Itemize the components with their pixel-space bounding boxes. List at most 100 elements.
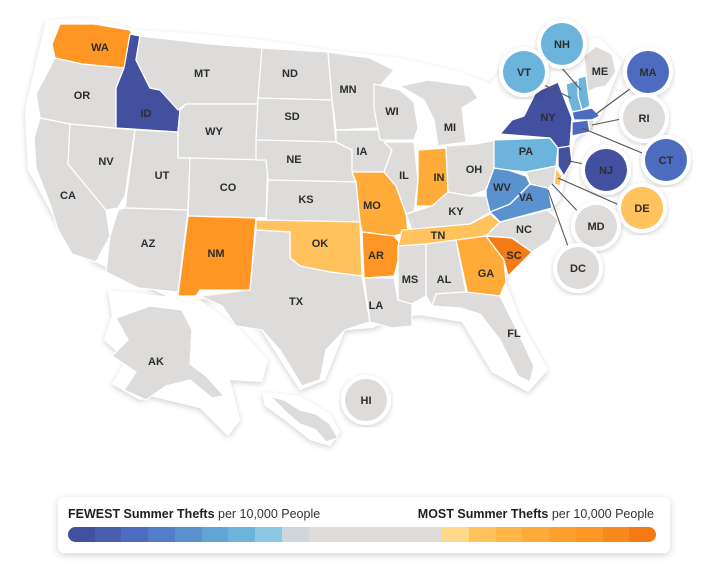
legend-swatch	[549, 527, 576, 542]
legend-swatch	[148, 527, 175, 542]
callout-dot-NJ	[585, 149, 627, 191]
state-NY[interactable]	[499, 81, 573, 149]
state-MS[interactable]	[397, 243, 427, 305]
state-WI[interactable]	[373, 83, 419, 141]
callout-label-CT: CT	[659, 155, 674, 167]
callout-NJ[interactable]: NJ	[581, 145, 631, 195]
state-label-IL: IL	[399, 170, 409, 182]
legend-swatch	[469, 527, 496, 542]
state-label-WV: WV	[493, 182, 511, 194]
legend-most-bold: MOST Summer Thefts	[417, 507, 549, 521]
legend-swatch	[281, 527, 309, 542]
state-label-MO: MO	[363, 200, 381, 212]
state-label-AK: AK	[148, 356, 164, 368]
state-label-ND: ND	[282, 68, 298, 80]
state-label-GA: GA	[478, 268, 495, 280]
legend-swatch	[442, 527, 470, 542]
state-label-SC: SC	[506, 250, 521, 262]
callout-DE[interactable]: DE	[617, 183, 667, 233]
legend-fewest-bold: FEWEST Summer Thefts	[68, 507, 215, 521]
state-FL[interactable]	[431, 291, 535, 383]
state-label-AZ: AZ	[141, 238, 156, 250]
state-label-MI: MI	[444, 122, 456, 134]
state-labels: WA OR CA ID NV MT WY UT AZ CO NM ND SD NE KS OK TX MN IA MO…	[60, 42, 608, 368]
state-NJ[interactable]	[557, 145, 573, 177]
callout-VT[interactable]: VT	[499, 47, 549, 97]
state-label-NY: NY	[540, 112, 556, 124]
state-MT[interactable]	[135, 35, 263, 111]
state-label-NV: NV	[98, 156, 114, 168]
callout-RI[interactable]: RI	[619, 93, 669, 143]
state-MD[interactable]	[525, 165, 557, 189]
state-label-FL: FL	[507, 328, 521, 340]
state-label-SD: SD	[284, 111, 299, 123]
callout-HI[interactable]: HI	[341, 375, 391, 425]
callout-label-MA: MA	[639, 67, 656, 79]
callout-dot-NH	[541, 23, 583, 65]
states-layer	[33, 23, 617, 443]
state-label-OH: OH	[466, 164, 483, 176]
state-label-TX: TX	[289, 296, 304, 308]
state-label-PA: PA	[519, 146, 534, 158]
state-label-TN: TN	[431, 230, 446, 242]
legend-swatch	[94, 527, 122, 542]
callout-dot-VT	[503, 51, 545, 93]
legend-swatch	[121, 527, 149, 542]
legend-swatch	[495, 527, 523, 542]
callout-MD[interactable]: MD	[571, 201, 621, 251]
legend-fewest-caption: FEWEST Summer Thefts per 10,000 People	[68, 507, 320, 521]
legend-swatch	[522, 527, 550, 542]
state-label-ID: ID	[141, 108, 152, 120]
state-HI[interactable]	[269, 395, 339, 443]
callout-dot-MA	[627, 51, 669, 93]
callout-MA[interactable]: MA	[623, 47, 673, 97]
state-label-LA: LA	[369, 300, 384, 312]
state-RI[interactable]	[587, 119, 595, 133]
callout-DC[interactable]: DC	[553, 243, 603, 293]
callout-label-MD: MD	[587, 221, 604, 233]
legend-most-rest: per 10,000 People	[548, 507, 654, 521]
callout-dot-HI	[345, 379, 387, 421]
state-label-KS: KS	[298, 194, 313, 206]
state-ME[interactable]	[583, 45, 617, 93]
legend-fewest-rest: per 10,000 People	[214, 507, 321, 521]
callout-label-HI: HI	[361, 395, 372, 407]
legend-swatch	[335, 527, 363, 542]
legend-swatch	[308, 527, 336, 542]
state-label-CO: CO	[220, 182, 237, 194]
callout-dot-DE	[621, 187, 663, 229]
state-MA[interactable]	[571, 107, 601, 121]
callout-CT[interactable]: CT	[641, 135, 691, 185]
state-label-AL: AL	[437, 274, 452, 286]
callout-dot-MD	[575, 205, 617, 247]
callout-label-RI: RI	[639, 113, 650, 125]
legend-swatch	[228, 527, 256, 542]
state-label-NM: NM	[207, 248, 224, 260]
state-label-WA: WA	[91, 42, 109, 54]
state-TX[interactable]	[199, 229, 371, 387]
callout-label-VT: VT	[517, 67, 531, 79]
callout-circles: NH VT MA RI CT NJ DE MD DC HI	[341, 19, 691, 425]
state-CT[interactable]	[571, 119, 591, 137]
state-label-IA: IA	[357, 146, 368, 158]
callout-label-DE: DE	[634, 203, 649, 215]
state-label-OK: OK	[312, 238, 329, 250]
callout-NH[interactable]: NH	[537, 19, 587, 69]
legend: FEWEST Summer Thefts per 10,000 People M…	[58, 497, 670, 553]
state-AK[interactable]	[111, 305, 225, 401]
state-label-WI: WI	[385, 106, 398, 118]
legend-swatch	[415, 527, 443, 542]
state-NE[interactable]	[255, 139, 357, 183]
callout-label-DC: DC	[570, 263, 586, 275]
state-MI[interactable]	[399, 79, 479, 147]
state-label-MN: MN	[339, 84, 356, 96]
state-NM[interactable]	[177, 215, 257, 297]
state-label-MT: MT	[194, 68, 210, 80]
state-LA[interactable]	[363, 277, 413, 329]
state-AZ[interactable]	[105, 207, 189, 293]
state-label-NC: NC	[516, 224, 532, 236]
state-label-CA: CA	[60, 190, 76, 202]
state-label-WY: WY	[205, 126, 223, 138]
legend-swatch	[255, 527, 282, 542]
